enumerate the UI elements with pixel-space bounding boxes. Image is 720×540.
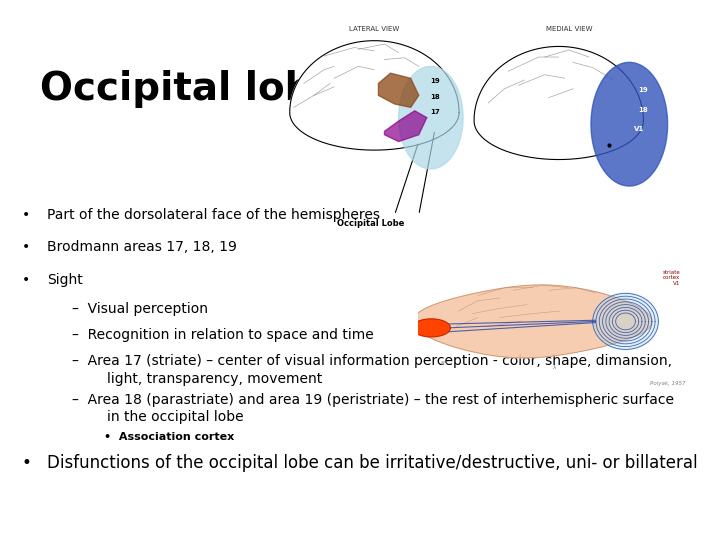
Text: –  Area 18 (parastriate) and area 19 (peristriate) – the rest of interhemispheri: – Area 18 (parastriate) and area 19 (per… [72, 393, 674, 424]
Circle shape [412, 319, 451, 337]
Text: 17: 17 [430, 109, 440, 115]
Polygon shape [399, 66, 463, 169]
Text: 8/7: 8/7 [441, 360, 449, 365]
Text: –  Area 17 (striate) – center of visual information perception - color, shape, d: – Area 17 (striate) – center of visual i… [72, 354, 672, 386]
Text: –  Visual perception: – Visual perception [72, 302, 208, 316]
Text: LATERAL VIEW: LATERAL VIEW [349, 26, 400, 32]
Text: Disfunctions of the occipital lobe can be irritative/destructive, uni- or billat: Disfunctions of the occipital lobe can b… [47, 454, 698, 471]
Polygon shape [413, 285, 652, 358]
Polygon shape [593, 293, 658, 350]
Text: 18: 18 [430, 94, 440, 100]
Text: Occipital Lobe: Occipital Lobe [337, 219, 404, 227]
Text: Sight: Sight [47, 273, 83, 287]
Text: V1: V1 [634, 126, 644, 132]
Text: •: • [22, 273, 30, 287]
Text: Polyak, 1957: Polyak, 1957 [650, 381, 685, 386]
Text: 18: 18 [639, 107, 648, 113]
Text: 19: 19 [430, 78, 440, 84]
Text: Occipital lobe: Occipital lobe [40, 70, 338, 108]
Text: •: • [22, 208, 30, 222]
Text: •: • [22, 240, 30, 254]
Text: striate
cortex
V1: striate cortex V1 [662, 269, 680, 286]
Polygon shape [289, 40, 459, 150]
Text: MEDIAL VIEW: MEDIAL VIEW [546, 26, 592, 32]
Polygon shape [474, 46, 644, 159]
Text: Part of the dorsolateral face of the hemispheres: Part of the dorsolateral face of the hem… [47, 208, 380, 222]
Text: –  Recognition in relation to space and time: – Recognition in relation to space and t… [72, 328, 374, 342]
Text: λ: λ [553, 366, 556, 370]
Text: •  Association cortex: • Association cortex [104, 432, 235, 442]
Polygon shape [384, 111, 427, 141]
Polygon shape [379, 73, 419, 107]
Text: 19: 19 [639, 87, 648, 93]
Text: Brodmann areas 17, 18, 19: Brodmann areas 17, 18, 19 [47, 240, 237, 254]
Text: •: • [22, 454, 32, 471]
Polygon shape [591, 62, 667, 186]
